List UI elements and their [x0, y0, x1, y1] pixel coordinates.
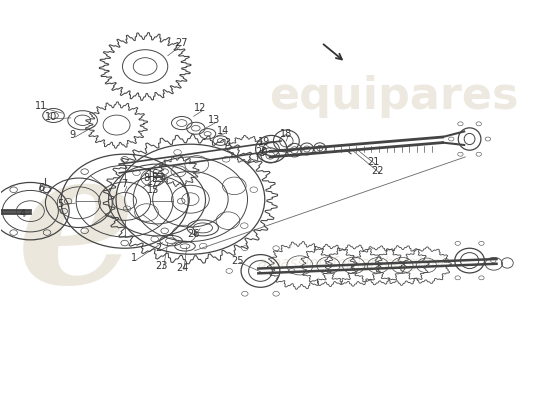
Text: 20: 20 [255, 147, 267, 157]
Text: 21: 21 [367, 157, 380, 167]
Text: 14: 14 [217, 126, 229, 136]
Text: 16: 16 [146, 169, 159, 179]
Text: 6: 6 [38, 183, 44, 193]
Text: a passion for lamborghini: a passion for lamborghini [258, 256, 444, 271]
Text: 22: 22 [372, 166, 384, 176]
Text: 7: 7 [122, 179, 128, 189]
Text: 2: 2 [155, 243, 161, 253]
Text: 9: 9 [69, 130, 75, 140]
Text: 8: 8 [143, 173, 149, 183]
Text: 5: 5 [57, 199, 63, 209]
Text: 11: 11 [35, 101, 47, 111]
Text: 15: 15 [146, 185, 159, 195]
Text: 13: 13 [207, 115, 219, 125]
Text: e: e [16, 141, 136, 323]
Text: 17: 17 [146, 177, 159, 187]
Text: 19: 19 [257, 137, 270, 147]
Text: 26: 26 [188, 229, 200, 239]
Text: 23: 23 [155, 261, 168, 271]
Text: 27: 27 [175, 38, 188, 48]
Text: 1: 1 [131, 253, 138, 263]
Text: 24: 24 [176, 263, 189, 273]
Text: 12: 12 [194, 103, 206, 113]
Text: 18: 18 [280, 129, 293, 139]
Text: 10: 10 [45, 112, 57, 122]
Text: 3: 3 [224, 138, 230, 148]
Text: 25: 25 [232, 256, 244, 266]
Text: equipares: equipares [270, 75, 519, 118]
Text: 4: 4 [19, 209, 25, 219]
